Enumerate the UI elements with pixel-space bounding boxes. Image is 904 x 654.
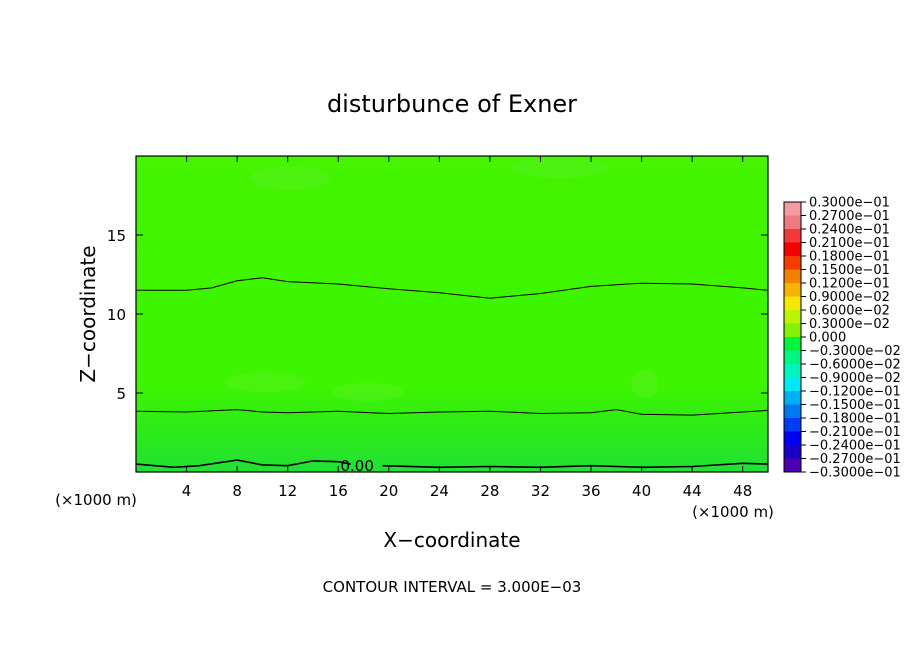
colorbar-level-label: −0.1200e−01 — [809, 385, 901, 400]
colorbar-level-label: −0.1800e−01 — [809, 412, 901, 427]
colorbar-level-label: 0.1500e−01 — [809, 263, 890, 278]
colorbar-swatch — [784, 256, 801, 270]
x-tick-label: 48 — [733, 482, 752, 500]
contour-line — [382, 462, 768, 469]
colorbar-swatch — [784, 404, 801, 419]
colorbar-level-label: 0.9000e−02 — [809, 290, 890, 305]
colorbar-level-label: −0.6000e−02 — [809, 358, 901, 373]
x-tick-label: 24 — [430, 482, 449, 500]
x-axis-unit-label: (×1000 m) — [692, 503, 774, 521]
colorbar-swatch — [784, 377, 801, 392]
colorbar-level-label: −0.2400e−01 — [809, 439, 901, 454]
x-tick-label: 8 — [232, 482, 242, 500]
colorbar-level-label: 0.3000e−01 — [809, 196, 890, 211]
x-tick-label: 44 — [683, 482, 702, 500]
colorbar-level-label: −0.3000e−02 — [809, 344, 901, 359]
colorbar-level-label: 0.2700e−01 — [809, 209, 890, 224]
y-axis-ticks: 5 10 15 — [107, 227, 768, 403]
colorbar-swatch — [784, 269, 801, 284]
y-axis-label: Z−coordinate — [76, 245, 100, 382]
contour-label: 0.00 — [340, 457, 373, 475]
field-patch — [631, 370, 659, 398]
x-tick-label: 36 — [581, 482, 600, 500]
x-axis-ticks: 4 8 12 16 20 24 28 32 36 40 44 48 — [182, 156, 752, 500]
x-tick-label: 28 — [480, 482, 499, 500]
colorbar-level-label: 0.2400e−01 — [809, 223, 890, 238]
field-patch — [225, 372, 305, 392]
contour-line — [136, 459, 352, 469]
x-tick-label: 4 — [182, 482, 192, 500]
x-tick-label: 20 — [379, 482, 398, 500]
colorbar-swatch — [784, 296, 801, 311]
x-tick-label: 40 — [632, 482, 651, 500]
field-patch — [332, 383, 404, 401]
field-fill — [136, 156, 768, 472]
x-axis-label: X−coordinate — [383, 528, 520, 552]
colorbar-swatch — [784, 458, 801, 473]
colorbar-swatch — [784, 364, 801, 378]
colorbar-swatch — [784, 418, 801, 432]
colorbar-swatch — [784, 323, 801, 338]
colorbar-level-label: 0.000 — [809, 331, 846, 346]
colorbar-level-label: −0.3000e−01 — [809, 466, 901, 481]
colorbar-level-label: 0.1200e−01 — [809, 277, 890, 292]
colorbar-level-label: −0.9000e−02 — [809, 371, 901, 386]
colorbar-swatch — [784, 445, 801, 459]
contour-line — [136, 409, 768, 416]
colorbar-swatch — [784, 229, 801, 243]
colorbar-level-label: 0.1800e−01 — [809, 250, 890, 265]
colorbar-level-label: 0.2100e−01 — [809, 236, 890, 251]
colorbar-level-label: 0.3000e−02 — [809, 317, 890, 332]
x-tick-label: 12 — [278, 482, 297, 500]
x-origin-unit-label: (×1000 m) — [55, 491, 137, 509]
colorbar-swatch — [784, 202, 801, 216]
colorbar-level-label: −0.1500e−01 — [809, 398, 901, 413]
colorbar-swatch — [784, 431, 801, 446]
plot-area: 0.00 — [136, 156, 768, 475]
field-patch — [510, 158, 610, 178]
contour-interval-note: CONTOUR INTERVAL = 3.000E−03 — [323, 578, 582, 596]
colorbar-swatch — [784, 350, 801, 365]
colorbar-swatch — [784, 283, 801, 297]
colorbar-swatch — [784, 337, 801, 351]
y-tick-label: 5 — [116, 385, 126, 403]
x-tick-label: 16 — [329, 482, 348, 500]
field-patch — [250, 166, 330, 190]
colorbar: 0.3000e−010.2700e−010.2400e−010.2100e−01… — [783, 196, 901, 481]
colorbar-level-label: −0.2100e−01 — [809, 425, 901, 440]
chart-title: disturbunce of Exner — [327, 90, 577, 118]
colorbar-swatch — [784, 215, 801, 230]
y-tick-label: 10 — [107, 306, 126, 324]
x-tick-label: 32 — [531, 482, 550, 500]
colorbar-level-label: 0.6000e−02 — [809, 304, 890, 319]
colorbar-swatch — [784, 242, 801, 257]
y-tick-label: 15 — [107, 227, 126, 245]
colorbar-level-label: −0.2700e−01 — [809, 452, 901, 467]
contour-line — [136, 277, 768, 299]
colorbar-swatch — [784, 310, 801, 324]
colorbar-swatch — [784, 391, 801, 405]
